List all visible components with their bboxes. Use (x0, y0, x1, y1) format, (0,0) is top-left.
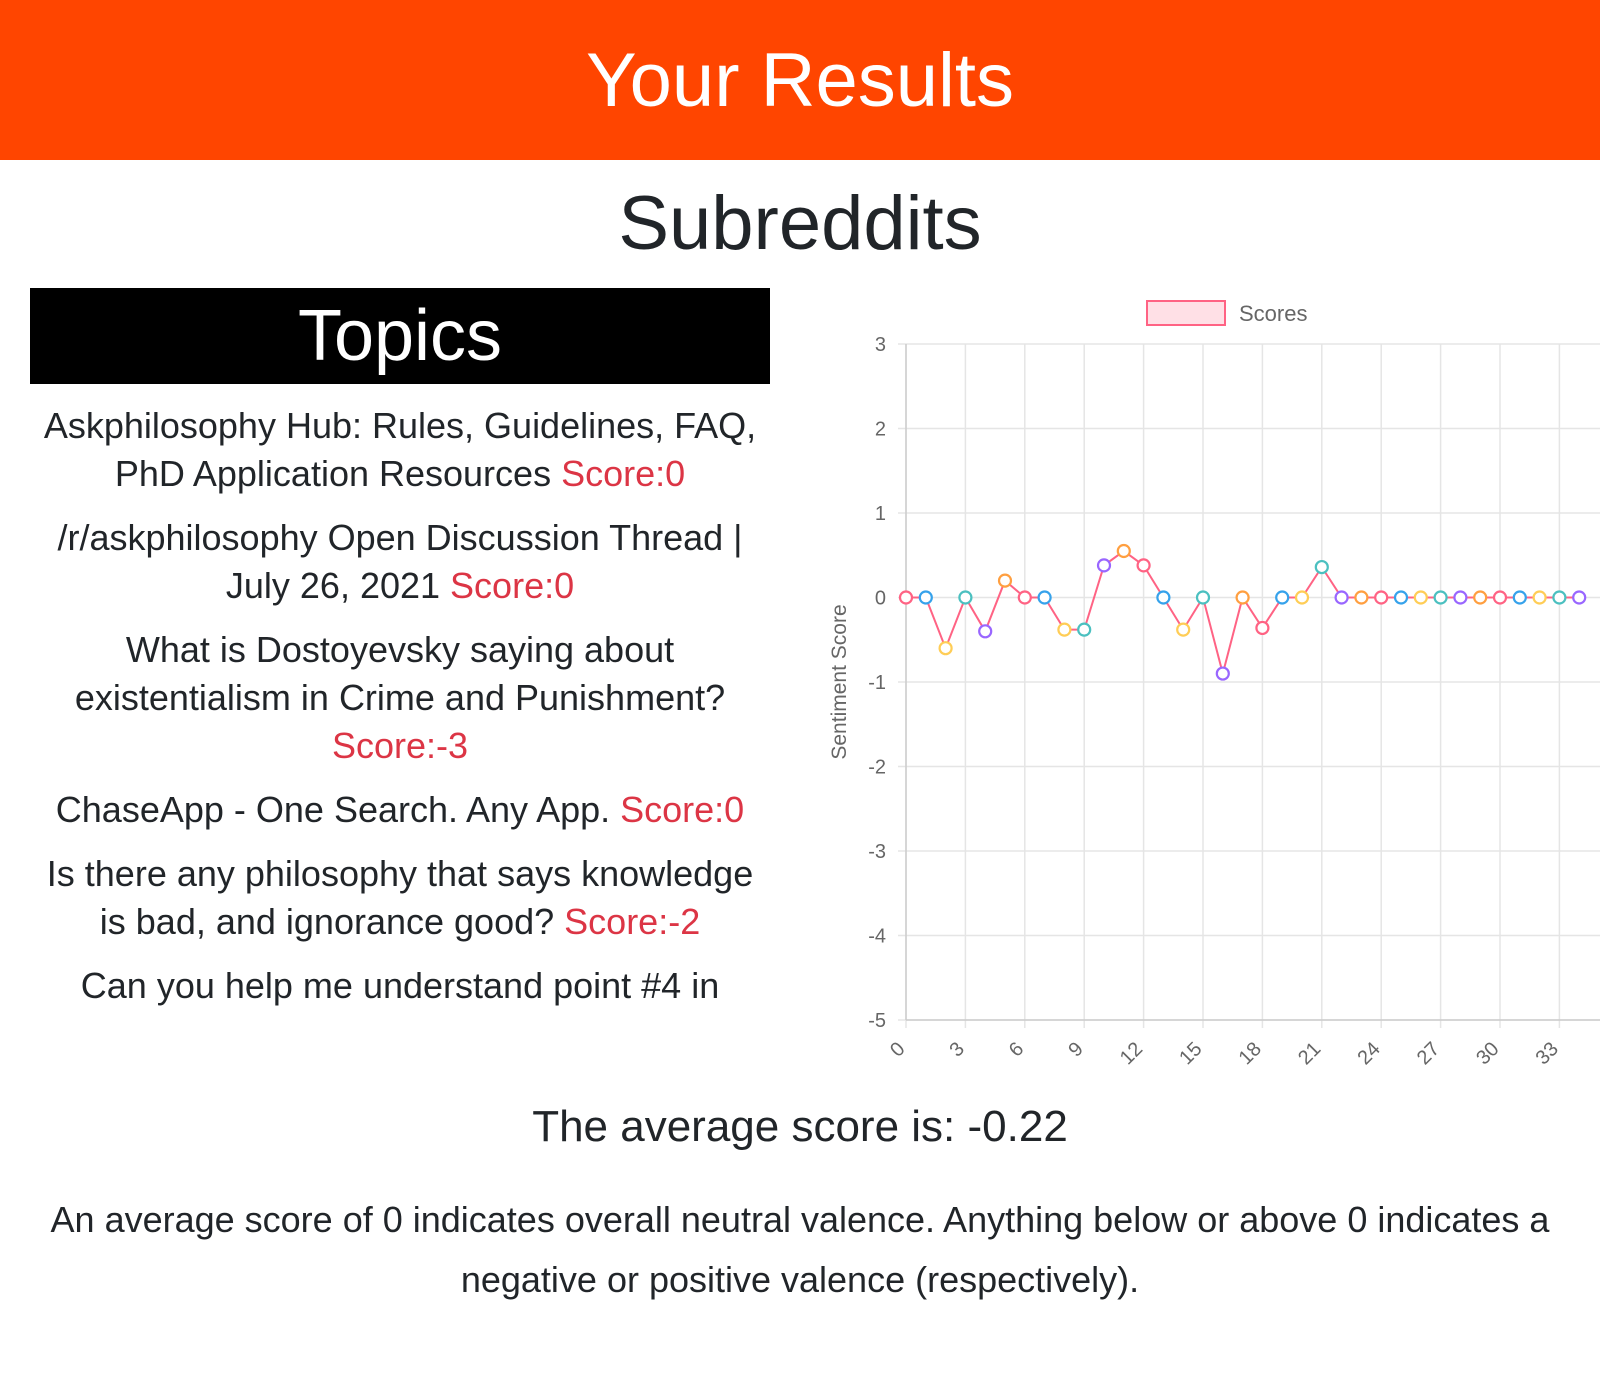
topic-score: Score:0 (620, 789, 745, 830)
x-tick-label: 24 (1353, 1038, 1384, 1069)
data-point (1255, 620, 1270, 636)
average-score: The average score is: -0.22 (532, 1102, 1068, 1151)
data-point (1374, 590, 1389, 605)
data-point (958, 590, 973, 605)
x-tick-label: 9 (1064, 1038, 1087, 1061)
data-point (1037, 590, 1052, 605)
data-point (1354, 590, 1369, 605)
y-tick-label: -5 (868, 1010, 886, 1032)
y-tick-label: -3 (868, 841, 886, 863)
topic-title: Is there any philosophy that says knowle… (46, 853, 754, 942)
data-point (1017, 590, 1032, 605)
data-point (997, 573, 1013, 588)
y-tick-label: -4 (868, 926, 886, 948)
data-point (1275, 590, 1290, 605)
page-title: Your Results (585, 37, 1015, 123)
data-point (1512, 590, 1527, 605)
topic-title: ChaseApp - One Search. Any App. (55, 789, 611, 830)
topic-item: Askphilosophy Hub: Rules, Guidelines, FA… (30, 402, 770, 498)
x-tick-label: 18 (1235, 1038, 1266, 1069)
topic-item: Can you help me understand point #4 in (30, 962, 770, 1010)
x-tick-label: 6 (1005, 1038, 1028, 1061)
y-tick-label: 0 (875, 588, 886, 610)
x-tick-label: 27 (1413, 1038, 1444, 1069)
data-point (1077, 622, 1092, 637)
y-tick-label: 3 (875, 334, 886, 356)
y-tick-label: 2 (875, 419, 886, 441)
topic-title: Can you help me understand point #4 in (80, 965, 720, 1006)
data-point (1473, 590, 1488, 605)
data-point (978, 624, 993, 639)
legend-label: Scores (1239, 301, 1307, 326)
sentiment-chart: 3 2 1 0 -1 -2 -3 -4 -5 0 3 6 9 12 15 18 21 24 27 30 33 Sentim… (820, 288, 1600, 1088)
topic-list: Askphilosophy Hub: Rules, Guidelines, FA… (30, 384, 770, 1010)
topic-item: Is there any philosophy that says knowle… (30, 850, 770, 946)
topic-item: /r/askphilosophy Open Discussion Thread … (30, 514, 770, 610)
topics-heading: Topics (30, 288, 770, 384)
x-tick-label: 0 (886, 1038, 909, 1061)
data-point (1552, 590, 1567, 605)
x-tick-label: 30 (1472, 1038, 1503, 1069)
data-point (1294, 590, 1310, 605)
x-tick-label: 3 (946, 1038, 969, 1061)
section-title: Subreddits (618, 181, 982, 266)
topic-score: Score:0 (450, 565, 575, 606)
data-point (1057, 622, 1072, 637)
topic-title: /r/askphilosophy Open Discussion Thread … (57, 517, 743, 606)
x-tick-label: 21 (1294, 1038, 1325, 1069)
data-point (1195, 590, 1211, 605)
data-point (1215, 666, 1230, 681)
data-point (1453, 590, 1468, 605)
data-point (1393, 590, 1409, 605)
data-point (1136, 558, 1151, 573)
x-tick-label: 15 (1175, 1038, 1206, 1069)
data-point (1156, 590, 1171, 605)
results-header: Your Results (0, 0, 1600, 160)
topic-title: Askphilosophy Hub: Rules, Guidelines, FA… (43, 405, 757, 494)
data-point (1314, 559, 1329, 575)
data-point (1572, 590, 1587, 605)
data-point (1433, 590, 1448, 605)
series-line (906, 549, 1580, 678)
x-tick-label: 12 (1116, 1038, 1147, 1069)
y-tick-label: 1 (875, 503, 886, 525)
y-axis-label: Sentiment Score (828, 604, 851, 759)
topic-item: What is Dostoyevsky saying about existen… (30, 626, 770, 770)
topic-score: Score:-3 (331, 725, 469, 766)
topic-title: What is Dostoyevsky saying about existen… (74, 629, 726, 718)
data-point (1492, 590, 1508, 605)
x-tick-label: 33 (1532, 1038, 1563, 1069)
legend-swatch (1146, 300, 1226, 326)
y-tick-label: -1 (868, 672, 886, 694)
data-point (918, 590, 933, 605)
data-point (898, 590, 914, 605)
data-point (1532, 590, 1547, 605)
topic-score: Score:-2 (564, 901, 701, 942)
data-point (1176, 622, 1191, 637)
topic-item: ChaseApp - One Search. Any App. Score:0 (30, 786, 770, 834)
data-point (1235, 590, 1250, 605)
score-explanation: An average score of 0 indicates overall … (50, 1199, 1550, 1300)
data-point (1334, 590, 1349, 605)
y-tick-label: -2 (868, 757, 886, 779)
data-point (938, 641, 953, 656)
data-point (1096, 558, 1112, 573)
topics-panel: Topics Askphilosophy Hub: Rules, Guideli… (30, 288, 770, 1084)
topic-score: Score:0 (561, 453, 686, 494)
data-point (1116, 543, 1131, 559)
data-point (1413, 590, 1428, 605)
